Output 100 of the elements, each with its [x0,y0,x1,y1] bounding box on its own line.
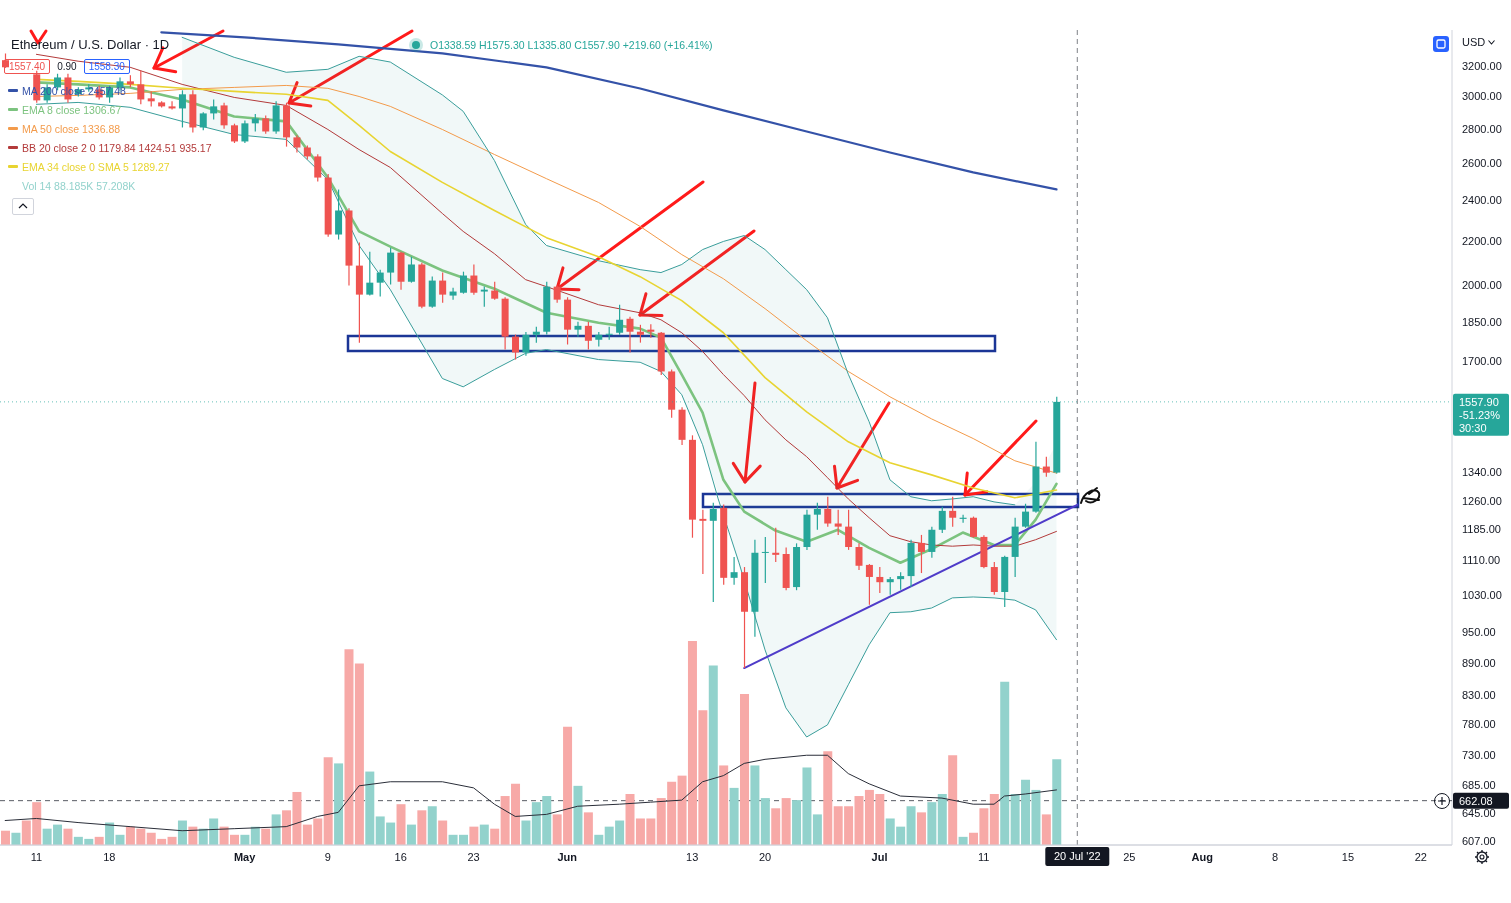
x-tick-label: 18 [103,851,116,863]
candlestick [616,304,624,336]
y-tick-label: 950.00 [1462,626,1496,639]
bar [771,808,781,845]
y-tick-label: 645.00 [1462,806,1496,819]
candlestick [137,70,145,105]
x-tick-label: 22 [1414,851,1427,863]
bar [11,832,21,845]
bar [927,802,937,845]
candlestick [970,515,977,539]
candlestick [522,331,530,357]
bar [1,830,10,845]
y-tick-label: 890.00 [1462,656,1496,669]
x-tick-label: 16 [394,851,407,863]
bar [948,755,958,845]
bar [1052,759,1062,845]
bar [1000,681,1010,845]
bar [989,794,999,845]
x-tick-label: 11 [30,851,43,863]
candlestick [459,271,467,295]
legend-label: BB 20 close 2 0 1179.84 1424.51 935.17 [22,141,212,154]
bar [490,828,500,845]
legend-label: EMA 8 close 1306.67 [22,103,122,116]
bar [521,820,531,845]
candlestick [876,566,884,594]
candlestick [824,496,832,528]
bar [344,649,354,845]
bar [760,798,770,845]
candlestick [480,286,488,308]
candlestick [845,509,853,551]
candlestick [938,506,946,534]
candlestick [376,269,384,298]
y-tick-label: 1850.00 [1462,315,1502,328]
text: O1338.59 H1575.30 L1335.80 C1557.90 +219.60 (+16.41%) [430,39,713,51]
candlestick [407,256,415,284]
bar [937,794,947,845]
candlestick [574,321,582,338]
y-tick-label: 1030.00 [1462,588,1502,601]
y-tick-label: 3200.00 [1462,60,1502,73]
candlestick [626,316,634,354]
y-tick-label: 685.00 [1462,778,1496,791]
annotation: 1558.30 [83,59,130,74]
x-tick-label: 20 [758,851,772,863]
candlestick [366,251,374,297]
candlestick [1042,456,1050,478]
y-axis-title: USD [1462,36,1486,48]
y-tick-label: 607.00 [1462,835,1496,848]
y-tick-label: 2800.00 [1462,122,1502,135]
bar [573,785,583,845]
line-series [181,36,1016,506]
candlestick [1022,503,1030,529]
bar [1041,814,1051,845]
candlestick [178,89,186,129]
y-tick-label: 1110.00 [1462,553,1501,566]
candlestick [772,527,780,563]
x-tick-label: 13 [686,851,699,863]
candlestick [855,542,863,571]
annotation: 1557.40 [4,59,51,74]
bar [469,826,479,845]
bar [750,765,760,845]
candlestick [865,563,873,606]
bar [906,806,916,845]
bar [729,787,739,845]
bar [334,763,344,845]
bar [406,824,416,845]
bar [177,820,187,845]
bar [823,751,833,845]
candlestick [709,502,717,603]
candlestick [584,321,592,351]
y-tick-label: 780.00 [1462,718,1496,731]
ref-line-label: 1557.90 -51.23% 30:30 [1459,395,1501,434]
bar [438,820,448,845]
bar [583,812,593,845]
x-tick-label: May [233,851,257,863]
bar [812,814,822,845]
candlestick [928,526,936,559]
x-tick-label: Aug [1191,851,1213,863]
candlestick [220,102,228,130]
y-tick-label: 1700.00 [1462,355,1502,368]
candlestick [813,502,821,531]
bar [479,824,489,845]
text: Ethereum / U.S. Dollar · 1D [11,37,170,52]
candlestick [949,496,957,528]
bar [271,814,281,845]
candlestick [241,119,249,144]
candlestick [470,263,478,296]
candlestick [917,534,925,574]
ref-line-label: 20 Jul '22 [1053,850,1101,862]
candlestick [699,509,707,575]
candlestick [199,111,207,131]
y-tick-label: 2200.00 [1462,234,1502,247]
legend-label: MA 50 close 1336.88 [22,122,121,135]
bar [781,798,791,845]
bar [261,828,271,845]
y-tick-label: 830.00 [1462,689,1496,702]
y-tick-label: 2600.00 [1462,157,1502,170]
x-tick-label: Jul [871,851,888,863]
candlestick [210,98,218,121]
candlestick [387,247,395,286]
bar [396,804,406,845]
